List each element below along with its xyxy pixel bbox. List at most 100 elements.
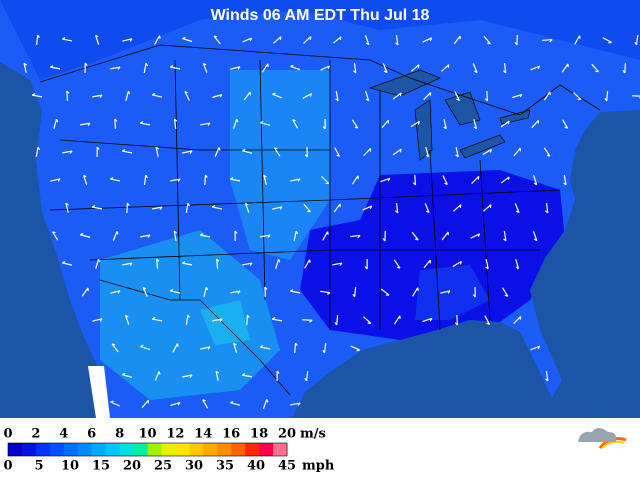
wind-arrow (92, 318, 103, 322)
wind-arrow (122, 38, 133, 42)
wind-arrow (246, 314, 250, 326)
legend-tick-label: 14 (194, 427, 212, 442)
wind-arrow (31, 93, 43, 98)
wind-arrow (512, 93, 523, 99)
wind-arrow (543, 91, 551, 101)
wind-arrow (410, 64, 420, 72)
wind-arrow (204, 174, 208, 186)
legend-swatch (119, 443, 135, 456)
wind-arrow (200, 346, 211, 350)
wind-arrow (272, 36, 282, 44)
wind-arrow (424, 203, 430, 214)
wind-arrow (275, 258, 281, 269)
wind-arrow (392, 148, 402, 156)
wind-arrow (96, 146, 100, 158)
wind-arrow (452, 260, 463, 268)
region (415, 265, 490, 320)
wind-arrow (216, 258, 220, 270)
wind-arrow (363, 147, 372, 157)
wind-arrow (139, 121, 151, 126)
wind-arrow (184, 90, 190, 101)
wind-arrow (212, 318, 223, 322)
wind-arrow (503, 62, 507, 74)
wind-arrow (302, 319, 313, 323)
wind-arrow (142, 286, 148, 297)
wind-arrow (242, 262, 253, 266)
wind-arrow (364, 35, 370, 46)
legend-swatch (21, 443, 37, 456)
wind-arrow (229, 177, 241, 182)
wind-arrow (170, 178, 181, 182)
wind-arrow (230, 400, 241, 406)
wind-arrow (91, 205, 103, 210)
wind-arrow (200, 122, 211, 126)
legend-tick-label: 30 (185, 459, 203, 474)
wind-arrow (154, 35, 161, 45)
wind-arrow (84, 62, 88, 74)
wind-arrow (545, 202, 549, 214)
wind-arrow (49, 65, 61, 70)
wind-arrow (112, 231, 119, 241)
wind-arrow (121, 149, 133, 154)
wind-arrow (202, 62, 208, 73)
legend-tick-label: 5 (34, 459, 43, 474)
wind-arrow (602, 37, 612, 44)
wind-arrow (290, 64, 301, 71)
wind-arrow (303, 203, 311, 213)
wind-arrow (381, 119, 389, 129)
wind-arrow (333, 203, 341, 213)
legend-unit: mph (302, 459, 335, 474)
legend-swatch (8, 443, 23, 456)
legend-tick-label: 0 (3, 427, 12, 442)
lake (444, 91, 481, 126)
wind-arrow (453, 35, 461, 45)
wind-arrow (61, 37, 73, 42)
wind-arrow (573, 92, 582, 100)
wind-arrow (264, 286, 268, 298)
wind-arrow (294, 342, 298, 354)
wind-arrow (514, 34, 518, 46)
wind-arrow (242, 37, 253, 43)
wind-arrow (515, 259, 520, 270)
wind-arrow (290, 178, 301, 182)
wind-arrow (62, 260, 73, 266)
legend-tick-label: 10 (61, 459, 79, 474)
wind-arrow (62, 150, 73, 154)
wind-arrow (483, 35, 491, 45)
wind-arrow (322, 342, 327, 354)
wind-arrow (442, 175, 448, 186)
wind-arrow (443, 118, 447, 130)
wind-arrow (230, 66, 241, 70)
legend-swatch (231, 443, 246, 456)
logo-rainbow (601, 440, 625, 449)
wind-arrow (472, 63, 478, 74)
legend-tick-label: 35 (216, 459, 234, 474)
wind-arrow (271, 317, 283, 322)
wind-arrow (80, 122, 91, 126)
wind-arrow (109, 177, 121, 182)
wind-arrow (412, 174, 417, 186)
wind-arrow (151, 92, 163, 98)
region (230, 70, 330, 260)
legend-unit: m/s (300, 427, 326, 442)
wind-arrow (332, 36, 342, 44)
wind-arrow (364, 258, 368, 270)
wind-arrow (182, 36, 193, 43)
wind-arrow (321, 176, 330, 185)
country-border (39, 44, 601, 116)
wind-arrow (111, 343, 119, 353)
legend-tick-label: 2 (31, 427, 40, 442)
wind-arrow (591, 63, 599, 73)
wind-arrow (185, 314, 191, 326)
wind-arrow (243, 91, 251, 101)
wind-arrow (155, 146, 159, 158)
legend-tick-label: 25 (154, 459, 172, 474)
wind-arrow (472, 286, 476, 298)
wind-arrow (350, 234, 361, 239)
wind-arrow (393, 315, 401, 325)
wind-arrow (122, 372, 133, 378)
wind-arrow (35, 146, 41, 158)
legend-tick-label: 20 (123, 459, 141, 474)
legend-swatch (35, 443, 51, 456)
lake (368, 69, 441, 97)
